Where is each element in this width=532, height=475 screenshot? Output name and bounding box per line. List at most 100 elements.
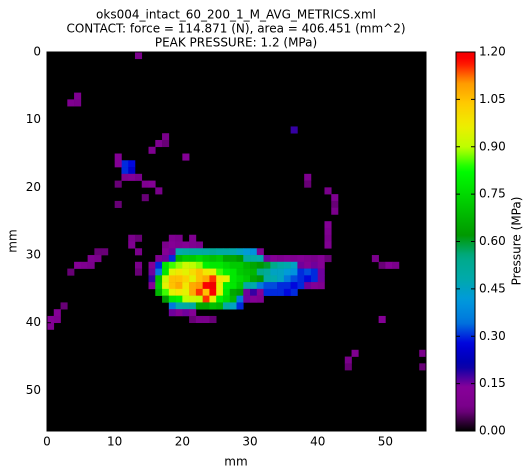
heatmap-cell: [141, 180, 149, 188]
heatmap-cell: [324, 221, 332, 229]
heatmap-cell: [290, 288, 298, 296]
heatmap-cell: [155, 268, 163, 276]
y-tick-label: 50: [26, 383, 41, 397]
heatmap-cell: [256, 282, 264, 290]
heatmap-cell: [317, 268, 325, 276]
heatmap-cell: [209, 295, 217, 303]
title-line: oks004_intact_60_200_1_M_AVG_METRICS.xml: [96, 8, 376, 22]
colorbar-tick-label: 0.45: [479, 281, 506, 295]
heatmap-cell: [324, 234, 332, 242]
heatmap-cell: [121, 173, 129, 181]
heatmap-cell: [182, 255, 190, 263]
x-axis-label: mm: [224, 455, 247, 469]
heatmap-cell: [297, 255, 305, 263]
heatmap-cell: [195, 241, 203, 249]
heatmap-cell: [236, 295, 244, 303]
heatmap-cell: [195, 288, 203, 296]
heatmap-cell: [277, 261, 285, 269]
heatmap-cell: [162, 275, 170, 283]
heatmap-cell: [310, 275, 319, 283]
heatmap-cell: [162, 261, 170, 269]
heatmap-cell: [310, 261, 319, 269]
heatmap-cell: [236, 275, 244, 283]
y-tick-label: 40: [26, 315, 41, 329]
heatmap-cell: [222, 302, 231, 310]
heatmap-cell: [250, 295, 258, 303]
heatmap-cell: [317, 261, 325, 269]
colorbar-tick-label: 0.60: [479, 234, 506, 248]
heatmap-cell: [229, 288, 237, 296]
heatmap-cell: [256, 248, 264, 256]
heatmap-cell: [243, 288, 251, 296]
heatmap-cell: [263, 282, 271, 290]
heatmap-cell: [324, 187, 332, 195]
heatmap-cell: [74, 92, 82, 100]
heatmap-cell: [209, 268, 217, 276]
heatmap-cell: [162, 268, 170, 276]
heatmap-cell: [263, 261, 271, 269]
y-axis-label: mm: [6, 229, 20, 252]
heatmap-cell: [290, 268, 298, 276]
heatmap-cell: [229, 248, 237, 256]
heatmap-cell: [216, 255, 224, 263]
heatmap-cell: [195, 302, 203, 310]
heatmap-cell: [270, 261, 278, 269]
title-line: CONTACT: force = 114.871 (N), area = 406…: [66, 22, 405, 36]
heatmap-cell: [114, 200, 122, 208]
heatmap-cell: [195, 282, 203, 290]
heatmap-cell: [250, 275, 258, 283]
heatmap-cell: [168, 275, 176, 283]
heatmap-cell: [331, 194, 339, 202]
heatmap-cell: [94, 255, 102, 263]
heatmap-cell: [175, 302, 183, 310]
heatmap-cell: [87, 255, 95, 263]
heatmap-cell: [270, 275, 278, 283]
heatmap-cell: [216, 302, 224, 310]
heatmap-cell: [141, 194, 149, 202]
heatmap-cell: [175, 282, 183, 290]
heatmap-cell: [209, 261, 217, 269]
plot-background: [47, 52, 426, 431]
heatmap-cell: [277, 255, 285, 263]
heatmap-cell: [290, 126, 298, 134]
y-tick-label: 0: [33, 45, 41, 59]
heatmap-cell: [216, 268, 224, 276]
heatmap-cell: [209, 302, 217, 310]
heatmap-cell: [101, 248, 109, 256]
heatmap-cell: [324, 227, 332, 236]
heatmap-cell: [317, 282, 325, 290]
plot-frame: [46, 51, 427, 432]
heatmap-cell: [209, 315, 217, 324]
heatmap-cell: [175, 288, 183, 296]
heatmap-cell: [297, 268, 305, 276]
heatmap-cell: [222, 268, 231, 276]
heatmap-cell: [297, 261, 305, 269]
colorbar-tick-label: 0.75: [479, 187, 506, 201]
x-tick-label: 10: [107, 435, 122, 449]
heatmap-cell: [310, 268, 319, 276]
heatmap-cell: [128, 241, 136, 249]
heatmap-cell: [304, 282, 312, 290]
heatmap-cell: [114, 180, 122, 188]
heatmap-cell: [175, 234, 183, 242]
heatmap-cell: [202, 261, 210, 269]
heatmap-cell: [331, 207, 339, 215]
heatmap-cell: [148, 282, 156, 290]
heatmap-cell: [202, 295, 210, 303]
heatmap-cell: [392, 261, 400, 269]
heatmap-cell: [189, 261, 197, 269]
heatmap-cell: [378, 261, 386, 269]
heatmap-cell: [168, 261, 176, 269]
heatmap-cell: [270, 282, 278, 290]
heatmap-cell: [175, 248, 183, 256]
heatmap-cell: [53, 309, 61, 317]
heatmap-cell: [134, 52, 143, 60]
heatmap-cell: [134, 234, 143, 242]
heatmap-cell: [324, 241, 332, 249]
heatmap-cell: [74, 99, 82, 107]
heatmap-cell: [182, 282, 190, 290]
heatmap-cell: [290, 282, 298, 290]
heatmap-cell: [256, 261, 264, 269]
heatmap-cell: [263, 288, 271, 296]
heatmap-cell: [202, 315, 210, 324]
